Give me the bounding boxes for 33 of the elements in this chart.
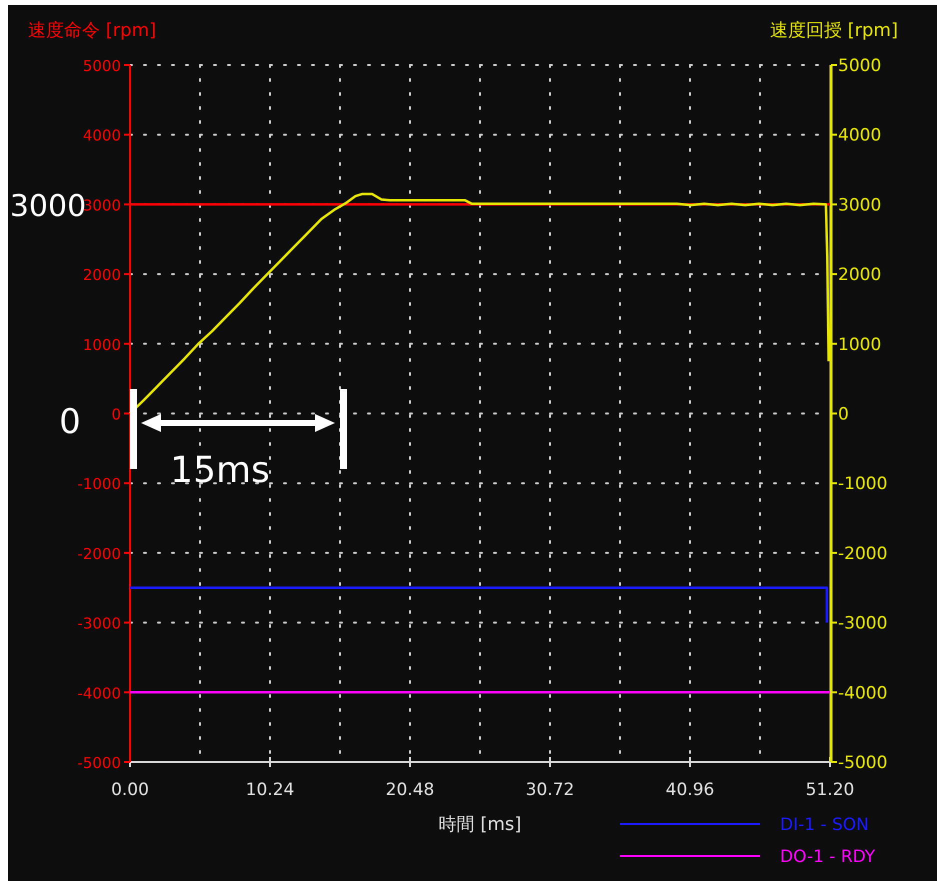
y-tick-label: 5000	[82, 57, 121, 75]
y-axis-title: 速度命令 [rpm]	[28, 20, 156, 41]
x-tick-label: 30.72	[526, 780, 574, 800]
x-tick-label: 10.24	[246, 780, 294, 800]
y2-tick-label: 5000	[838, 56, 882, 76]
y-tick-label: 3000	[82, 196, 121, 214]
x-tick-label: 40.96	[666, 780, 714, 800]
y2-tick-label: -2000	[838, 544, 888, 564]
y-tick-label: 2000	[82, 266, 121, 284]
x-axis-title: 時間 [ms]	[438, 814, 522, 835]
y2-tick-label: -1000	[838, 474, 888, 494]
y-tick-label: -5000	[77, 754, 121, 772]
y-tick-label: -4000	[77, 684, 121, 702]
legend: DI-1 - SON DO-1 - RDY	[620, 815, 876, 867]
x-tick-label: 0.00	[111, 780, 149, 800]
y2-tick-label: 4000	[838, 126, 882, 146]
y2-axis-title: 速度回授 [rpm]	[770, 20, 898, 41]
y2-tick-label: -3000	[838, 614, 888, 634]
y2-tick-label: 3000	[838, 195, 882, 216]
y-tick-label: 0	[111, 406, 121, 424]
y-tick-label: -2000	[77, 544, 121, 563]
y2-tick-label: -4000	[838, 683, 888, 704]
y2-tick-label: 0	[838, 404, 849, 424]
x-tick-label: 51.20	[806, 780, 854, 800]
y-tick-label: 4000	[82, 126, 121, 145]
y2-tick-label: 1000	[838, 334, 882, 355]
y-tick-label: 1000	[82, 336, 121, 354]
annotation: 15ms	[170, 450, 270, 491]
y2-tick-label: -5000	[838, 753, 888, 773]
x-tick-label: 20.48	[386, 780, 434, 800]
y-tick-label: -1000	[77, 475, 121, 494]
y2-tick-label: 2000	[838, 265, 882, 286]
y-tick-label: -3000	[77, 614, 121, 633]
